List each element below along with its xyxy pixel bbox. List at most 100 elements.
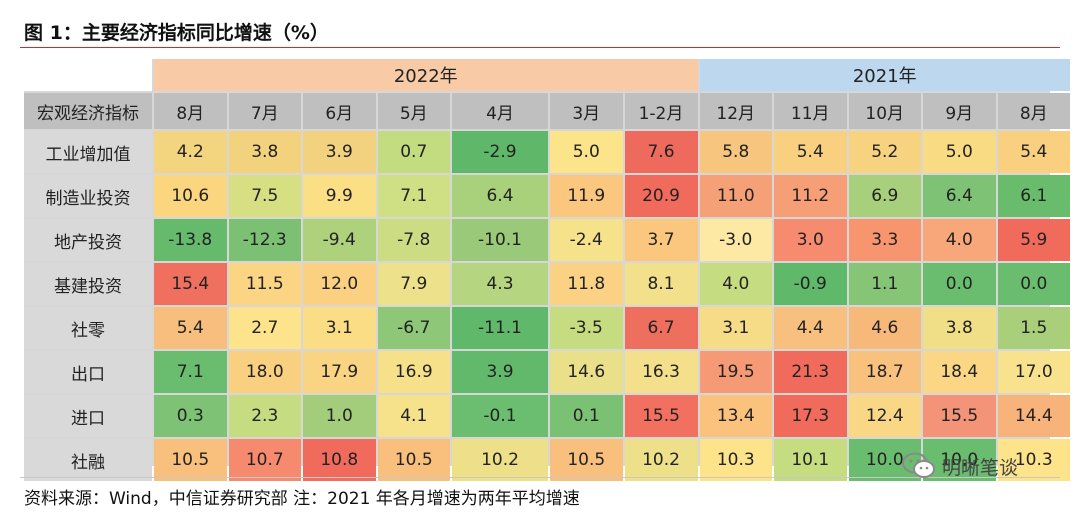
column-header: 7月 <box>228 93 301 129</box>
table-cell: 8.1 <box>624 263 698 305</box>
table-cell: 6.1 <box>997 175 1070 217</box>
corner-blank <box>24 59 152 91</box>
table-cell: 10.6 <box>154 175 227 217</box>
table-cell: 3.1 <box>303 307 376 349</box>
table-cell: 14.4 <box>997 395 1070 437</box>
table-cell: 11.9 <box>550 175 623 217</box>
table-cell: 10.2 <box>452 439 548 481</box>
table-cell: 10.0 <box>923 439 996 481</box>
figure-title: 图 1：主要经济指标同比增速（%） <box>24 22 329 44</box>
table-cell: 3.0 <box>774 219 847 261</box>
table-cell: 0.0 <box>997 263 1070 305</box>
column-header: 3月 <box>550 93 623 129</box>
table-cell: 5.9 <box>997 219 1070 261</box>
row-label: 制造业投资 <box>24 175 152 217</box>
table-cell: -2.4 <box>550 219 623 261</box>
table-cell: 17.3 <box>774 395 847 437</box>
table-cell: 4.3 <box>452 263 548 305</box>
row-label: 地产投资 <box>24 219 152 261</box>
table-cell: 12.0 <box>303 263 376 305</box>
table-cell: 6.4 <box>923 175 996 217</box>
table-cell: 4.1 <box>377 395 450 437</box>
year-group-header: 2022年 <box>154 59 698 91</box>
column-header: 8月 <box>997 93 1070 129</box>
table-cell: 2.7 <box>228 307 301 349</box>
table-cell: 1.5 <box>997 307 1070 349</box>
table-cell: 3.8 <box>923 307 996 349</box>
table-cell: 16.9 <box>377 351 450 393</box>
table-cell: 10.0 <box>848 439 921 481</box>
table-cell: 21.3 <box>774 351 847 393</box>
wechat-icon <box>902 452 936 480</box>
table-cell: 0.1 <box>550 395 623 437</box>
table-cell: 10.3 <box>997 439 1070 481</box>
table-cell: 3.1 <box>699 307 772 349</box>
brand-name: 明晰笔谈 <box>942 456 1019 479</box>
year-group-header: 2021年 <box>699 59 1070 91</box>
indicator-table: 2022年 2021年 宏观经济指标 8月 7月 6月 5月 4月 3月 1-2月 12月 11月 10… <box>24 59 1070 481</box>
table-cell: 9.9 <box>303 175 376 217</box>
table-cell: 17.0 <box>997 351 1070 393</box>
row-label: 基建投资 <box>24 263 152 305</box>
table-cell: 18.4 <box>923 351 996 393</box>
table-cell: 5.0 <box>923 131 996 173</box>
table-cell: 10.2 <box>624 439 698 481</box>
column-header: 6月 <box>303 93 376 129</box>
table-cell: 5.4 <box>154 307 227 349</box>
table-cell: -13.8 <box>154 219 227 261</box>
table-cell: 15.5 <box>624 395 698 437</box>
table-cell: 4.0 <box>923 219 996 261</box>
table-cell: 15.4 <box>154 263 227 305</box>
table-cell: 6.7 <box>624 307 698 349</box>
column-header: 8月 <box>154 93 227 129</box>
table-cell: 7.1 <box>377 175 450 217</box>
table-cell: 11.2 <box>774 175 847 217</box>
table-cell: 19.5 <box>699 351 772 393</box>
table-cell: 10.5 <box>550 439 623 481</box>
table-cell: -12.3 <box>228 219 301 261</box>
row-label: 出口 <box>24 351 152 393</box>
table-cell: 1.1 <box>848 263 921 305</box>
table-cell: -2.9 <box>452 131 548 173</box>
column-header: 9月 <box>923 93 996 129</box>
table-cell: -9.4 <box>303 219 376 261</box>
column-header: 1-2月 <box>624 93 698 129</box>
table-cell: 4.4 <box>774 307 847 349</box>
table-cell: 7.5 <box>228 175 301 217</box>
table-cell: 12.4 <box>848 395 921 437</box>
row-label: 工业增加值 <box>24 131 152 173</box>
table-cell: 15.5 <box>923 395 996 437</box>
column-header: 12月 <box>699 93 772 129</box>
table-cell: 6.9 <box>848 175 921 217</box>
table-cell: 0.3 <box>154 395 227 437</box>
wechat-watermark: 明晰笔谈 <box>902 452 1018 480</box>
footer-divider <box>20 477 1060 478</box>
table-cell: 4.6 <box>848 307 921 349</box>
table-cell: 16.3 <box>624 351 698 393</box>
title-divider <box>20 47 1060 48</box>
source-note: 资料来源：Wind，中信证券研究部 注：2021 年各月增速为两年平均增速 <box>24 489 580 509</box>
table-cell: 1.0 <box>303 395 376 437</box>
column-header: 4月 <box>452 93 548 129</box>
table-cell: 10.5 <box>154 439 227 481</box>
table-cell: 5.8 <box>699 131 772 173</box>
header-indicator: 宏观经济指标 <box>24 93 152 129</box>
table-cell: 20.9 <box>624 175 698 217</box>
table-cell: -0.1 <box>452 395 548 437</box>
table-cell: 0.7 <box>377 131 450 173</box>
table-cell: 11.5 <box>228 263 301 305</box>
row-label: 社零 <box>24 307 152 349</box>
table-cell: 3.7 <box>624 219 698 261</box>
table-cell: 10.7 <box>228 439 301 481</box>
table-cell: 11.8 <box>550 263 623 305</box>
table-cell: 14.6 <box>550 351 623 393</box>
table-cell: 3.9 <box>303 131 376 173</box>
table-cell: -0.9 <box>774 263 847 305</box>
table-cell: 3.8 <box>228 131 301 173</box>
table-cell: 10.3 <box>699 439 772 481</box>
table-cell: 3.3 <box>848 219 921 261</box>
table-cell: 10.1 <box>774 439 847 481</box>
table-cell: 5.0 <box>550 131 623 173</box>
table-cell: 11.0 <box>699 175 772 217</box>
column-header: 5月 <box>377 93 450 129</box>
